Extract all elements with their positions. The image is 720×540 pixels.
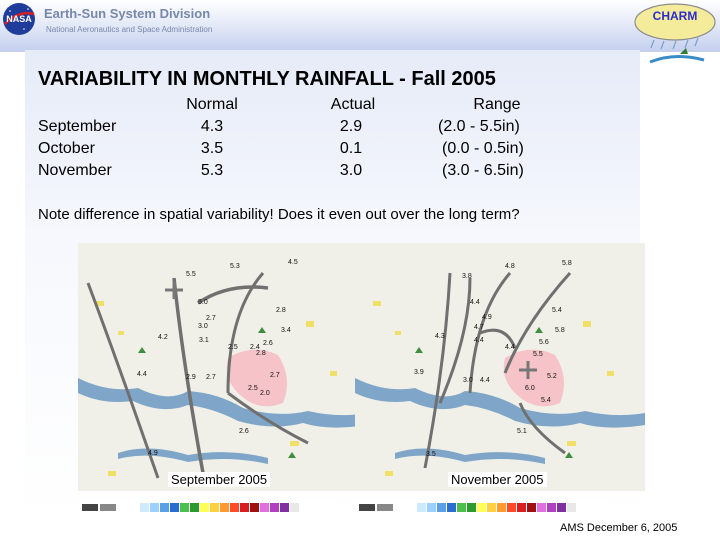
footer-text: AMS December 6, 2005 bbox=[560, 522, 678, 534]
rainfall-value: 2.4 bbox=[250, 344, 260, 351]
rainfall-value: 2.7 bbox=[206, 374, 216, 381]
rainfall-value: 5.0 bbox=[198, 299, 208, 306]
rainfall-value: 5.5 bbox=[533, 351, 543, 358]
rainfall-value: 3.5 bbox=[426, 451, 436, 458]
rainfall-value: 5.4 bbox=[541, 397, 551, 404]
rainfall-value: 5.8 bbox=[562, 260, 572, 267]
map-september: 5.3 4.5 5.5 5.0 2.8 2.7 3.0 3.4 4.2 3.1 … bbox=[78, 243, 368, 491]
rainfall-value: 2.5 bbox=[228, 344, 238, 351]
row-month: November bbox=[38, 162, 112, 179]
september-basemap bbox=[78, 272, 368, 479]
nasa-logo: NASA bbox=[3, 3, 35, 35]
rainfall-value: 2.8 bbox=[276, 307, 286, 314]
row-actual: 2.9 bbox=[339, 118, 363, 135]
rainfall-value: 5.5 bbox=[186, 271, 196, 278]
rainfall-value: 3.0 bbox=[198, 323, 208, 330]
rainfall-value: 4.4 bbox=[470, 299, 480, 306]
rainfall-value: 5.6 bbox=[539, 339, 549, 346]
charm-label: CHARM bbox=[652, 9, 698, 23]
rainfall-value: 2.9 bbox=[186, 374, 196, 381]
row-range: (3.0 - 6.5in) bbox=[442, 162, 524, 179]
rainfall-value: 6.0 bbox=[525, 385, 535, 392]
rainfall-value: 4.4 bbox=[505, 344, 515, 351]
rainfall-value: 4.7 bbox=[474, 324, 484, 331]
row-normal: 4.3 bbox=[200, 118, 224, 135]
rainfall-value: 3.1 bbox=[199, 337, 209, 344]
row-range: (2.0 - 5.5in) bbox=[438, 118, 520, 135]
rainfall-value: 4.8 bbox=[505, 263, 515, 270]
november-caption: November 2005 bbox=[448, 472, 547, 487]
rainfall-value: 3.4 bbox=[281, 327, 291, 334]
rainfall-value: 2.8 bbox=[256, 350, 266, 357]
header-band bbox=[0, 0, 720, 52]
org-name: Earth-Sun System Division bbox=[44, 6, 211, 21]
nasa-logo-text: NASA bbox=[6, 14, 32, 24]
column-header-actual: Actual bbox=[330, 96, 376, 113]
rainfall-value: 4.9 bbox=[482, 314, 492, 321]
column-header-range: Range bbox=[473, 96, 521, 113]
map-november: 5.8 4.8 3.8 4.4 5.4 4.9 4.7 5.8 4.3 4.4 … bbox=[355, 243, 645, 491]
charm-logo bbox=[634, 3, 716, 64]
rainfall-value: 2.7 bbox=[206, 315, 216, 322]
rainfall-value: 2.0 bbox=[260, 390, 270, 397]
rainfall-value: 4.5 bbox=[288, 259, 298, 266]
note-text: Note difference in spatial variability! … bbox=[38, 206, 520, 223]
rainfall-value: 4.9 bbox=[148, 450, 158, 457]
slide-title: VARIABILITY IN MONTHLY RAINFALL - Fall 2… bbox=[38, 68, 496, 90]
row-normal: 3.5 bbox=[200, 140, 224, 157]
rainfall-value: 2.5 bbox=[248, 385, 258, 392]
rainfall-value: 5.4 bbox=[552, 307, 562, 314]
rainfall-value: 5.1 bbox=[517, 428, 527, 435]
rainfall-value: 2.6 bbox=[263, 340, 273, 347]
rainfall-value: 4.4 bbox=[137, 371, 147, 378]
row-month: September bbox=[38, 118, 117, 135]
rainfall-value: 3.8 bbox=[462, 273, 472, 280]
rainfall-value: 2.6 bbox=[239, 428, 249, 435]
column-header-normal: Normal bbox=[186, 96, 238, 113]
rainfall-value: 5.2 bbox=[547, 373, 557, 380]
rainfall-value: 5.8 bbox=[555, 327, 565, 334]
rainfall-value: 3.0 bbox=[463, 377, 473, 384]
row-actual: 3.0 bbox=[339, 162, 363, 179]
row-range: (0.0 - 0.5in) bbox=[442, 140, 524, 157]
agency-name: National Aeronautics and Space Administr… bbox=[46, 25, 213, 34]
rainfall-value: 4.2 bbox=[158, 334, 168, 341]
november-color-legend bbox=[355, 499, 605, 515]
row-month: October bbox=[38, 140, 95, 157]
november-basemap bbox=[355, 271, 645, 476]
september-caption: September 2005 bbox=[168, 472, 271, 487]
rainfall-value: 4.4 bbox=[480, 377, 490, 384]
row-normal: 5.3 bbox=[200, 162, 224, 179]
rainfall-value: 5.3 bbox=[230, 263, 240, 270]
september-color-legend bbox=[78, 499, 333, 515]
rainfall-value: 4.4 bbox=[474, 337, 484, 344]
rainfall-value: 4.3 bbox=[435, 333, 445, 340]
rainfall-value: 2.7 bbox=[270, 372, 280, 379]
rainfall-value: 3.9 bbox=[414, 369, 424, 376]
row-actual: 0.1 bbox=[339, 140, 363, 157]
